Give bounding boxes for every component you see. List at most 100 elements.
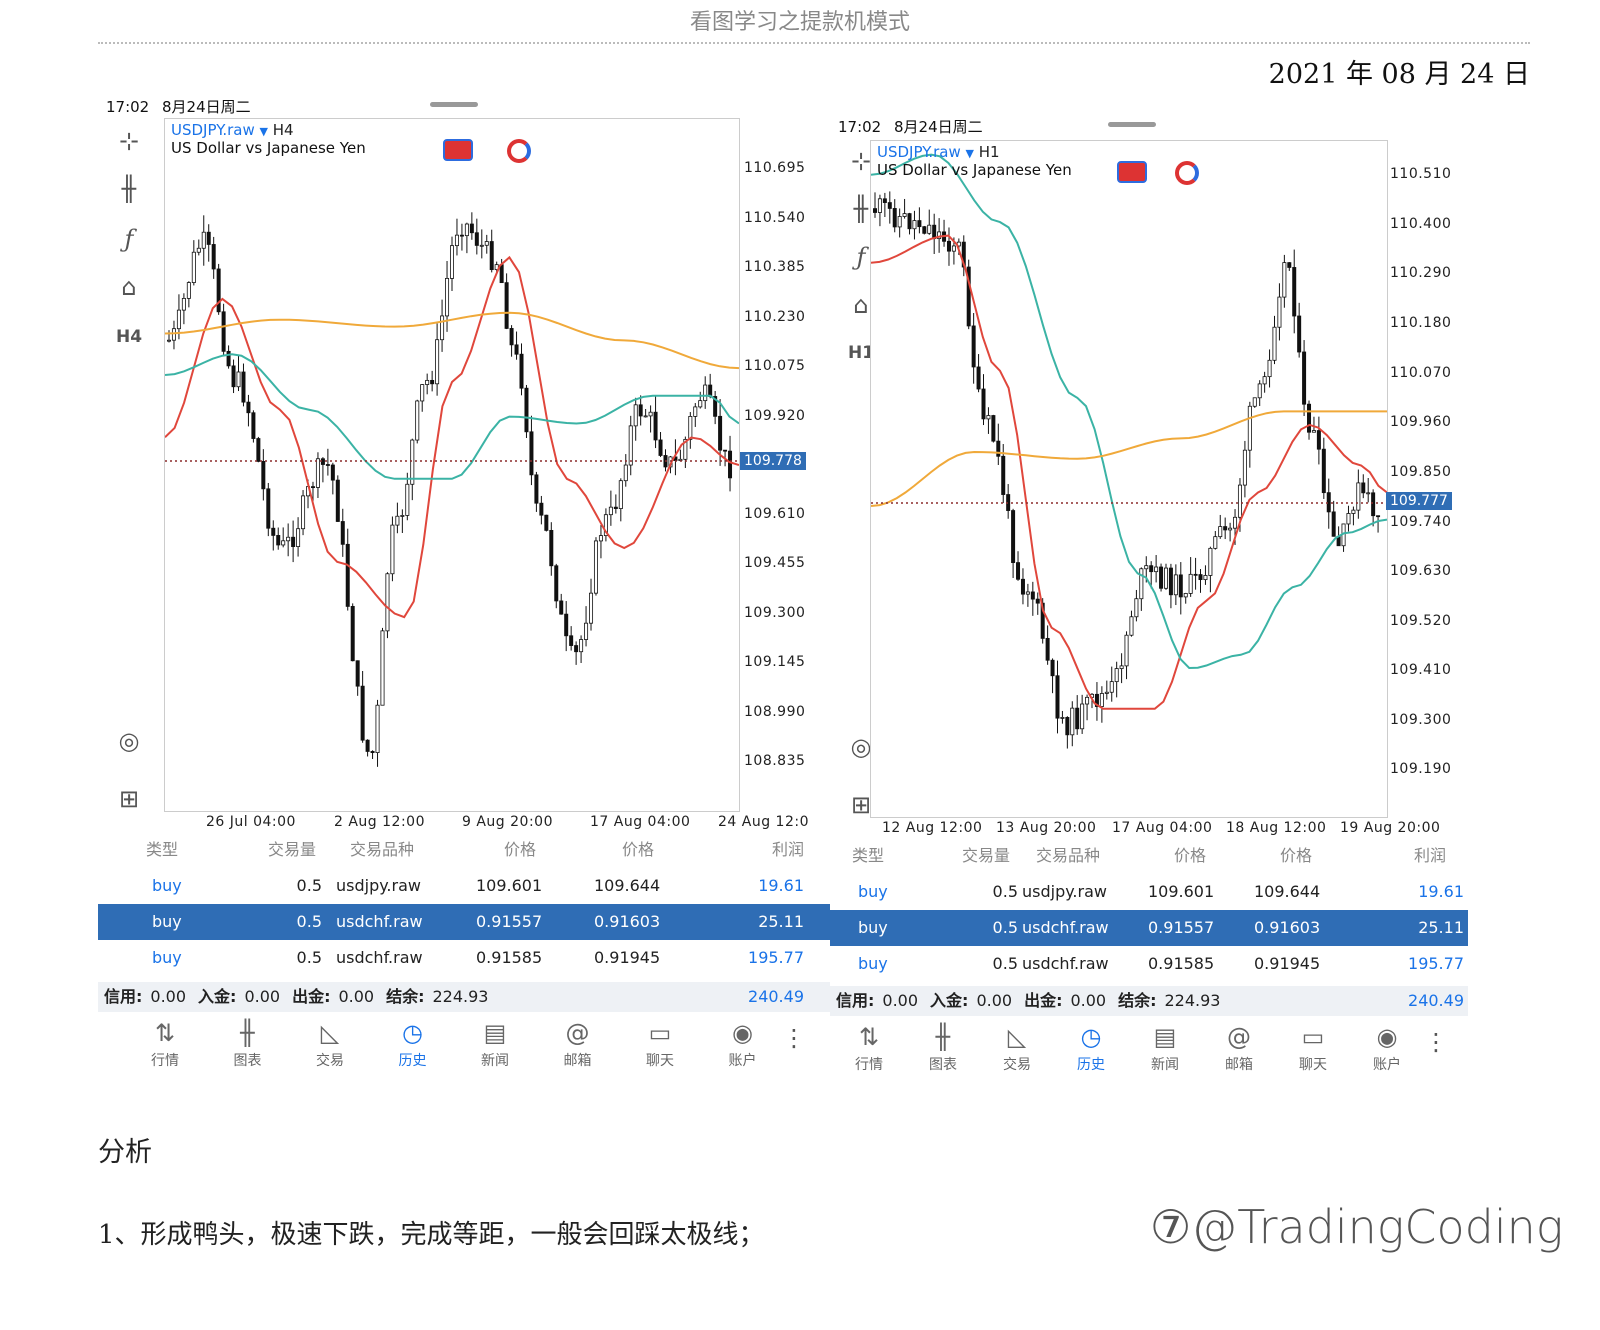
candle-body: [1203, 575, 1208, 581]
nav-trade[interactable]: ◺ 交易: [982, 1020, 1052, 1074]
cell-type: buy: [858, 918, 888, 937]
nav-history[interactable]: ◷ 历史: [378, 1016, 448, 1070]
symbol-dropdown-icon[interactable]: ▼: [259, 125, 268, 138]
price-tick: 110.695: [744, 160, 806, 176]
table-row[interactable]: buy 0.5 usdchf.raw 0.91585 0.91945 195.77: [98, 940, 830, 976]
sheet-grabber[interactable]: [1108, 122, 1156, 127]
candlestick-icon[interactable]: ╫: [121, 175, 137, 203]
column-header[interactable]: 交易品种: [350, 840, 415, 859]
market-status-icon[interactable]: [1175, 161, 1199, 185]
objects-icon[interactable]: ⌂: [853, 291, 869, 319]
more-icon[interactable]: ⋮: [782, 1024, 806, 1052]
chart-area[interactable]: USDJPY.raw ▼ H1 US Dollar vs Japanese Ye…: [870, 140, 1388, 818]
cell-open: 0.91585: [1148, 954, 1215, 973]
one-click-trading-icon[interactable]: [443, 139, 473, 161]
candle-body: [708, 384, 713, 397]
candle-body: [1262, 376, 1267, 385]
mail-icon: @: [1227, 1023, 1251, 1051]
nav-chart[interactable]: ╫ 图表: [908, 1020, 978, 1074]
candle-body: [266, 488, 271, 529]
nav-news[interactable]: ▤ 新闻: [460, 1016, 530, 1070]
time-tick: 12 Aug 12:00: [882, 820, 983, 836]
candle-body: [459, 234, 464, 237]
candle-body: [390, 524, 395, 575]
price-tick: 109.520: [1390, 613, 1452, 629]
table-row[interactable]: buy 0.5 usdjpy.raw 109.601 109.644 19.61: [98, 868, 830, 904]
candle-body: [221, 311, 226, 352]
column-header[interactable]: 交易量: [962, 846, 1011, 865]
nav-chat[interactable]: ▭ 聊天: [1278, 1020, 1348, 1074]
new-order-icon[interactable]: ⊞: [118, 785, 140, 813]
candle-body: [1361, 482, 1366, 494]
candle-body: [927, 224, 932, 234]
candlestick-icon[interactable]: ╫: [853, 195, 869, 223]
nav-quotes[interactable]: ⇅ 行情: [130, 1016, 200, 1070]
symbol-name[interactable]: USDJPY.raw: [171, 121, 255, 139]
column-header[interactable]: 价格: [1174, 846, 1207, 865]
candle-body: [1188, 573, 1193, 594]
timeframe-button[interactable]: H4: [115, 327, 143, 347]
crosshair-icon[interactable]: ⊹: [118, 127, 140, 155]
chart-icon: ╫: [240, 1019, 255, 1047]
candle-body: [937, 231, 942, 240]
nav-quotes[interactable]: ⇅ 行情: [834, 1020, 904, 1074]
candle-body: [1035, 598, 1040, 604]
signals-icon[interactable]: ◎: [850, 733, 872, 761]
nav-history[interactable]: ◷ 历史: [1056, 1020, 1126, 1074]
one-click-trading-icon[interactable]: [1117, 161, 1147, 183]
nav-mail[interactable]: @ 邮箱: [1204, 1020, 1274, 1074]
nav-trade[interactable]: ◺ 交易: [295, 1016, 365, 1070]
timeframe-button[interactable]: H1: [847, 343, 875, 363]
market-status-icon[interactable]: [507, 139, 531, 163]
symbol-description: US Dollar vs Japanese Yen: [877, 161, 1072, 179]
table-row[interactable]: buy 0.5 usdchf.raw 0.91557 0.91603 25.11: [830, 910, 1468, 946]
nav-news[interactable]: ▤ 新闻: [1130, 1020, 1200, 1074]
candle-body: [628, 425, 633, 466]
nav-account[interactable]: ◉ 账户: [708, 1016, 778, 1070]
new-order-icon[interactable]: ⊞: [850, 791, 872, 819]
nav-chart[interactable]: ╫ 图表: [213, 1016, 283, 1070]
mail-icon: @: [565, 1019, 590, 1047]
column-header[interactable]: 利润: [772, 840, 805, 859]
signals-icon[interactable]: ◎: [118, 727, 140, 755]
indicators-icon[interactable]: ƒ: [856, 243, 866, 271]
column-header[interactable]: 交易品种: [1036, 846, 1101, 865]
candle-body: [1050, 659, 1055, 677]
ma-fast-line: [165, 255, 739, 619]
objects-icon[interactable]: ⌂: [121, 273, 137, 301]
symbol-dropdown-icon[interactable]: ▼: [965, 147, 974, 160]
symbol-info: USDJPY.raw ▼ H1 US Dollar vs Japanese Ye…: [877, 143, 1072, 179]
candle-body: [688, 415, 693, 440]
sheet-grabber[interactable]: [430, 102, 478, 107]
column-header[interactable]: 价格: [1280, 846, 1313, 865]
account-summary: 信用: 0.00 入金: 0.00 出金: 0.00 结余: 224.93 240.49: [830, 986, 1468, 1016]
candle-body: [469, 223, 474, 234]
nav-mail[interactable]: @ 邮箱: [543, 1016, 613, 1070]
crosshair-icon[interactable]: ⊹: [850, 147, 872, 175]
symbol-description: US Dollar vs Japanese Yen: [171, 139, 366, 157]
table-row[interactable]: buy 0.5 usdchf.raw 0.91585 0.91945 195.77: [830, 946, 1468, 982]
more-icon[interactable]: ⋮: [1424, 1028, 1448, 1056]
column-header[interactable]: 价格: [622, 840, 655, 859]
table-row[interactable]: buy 0.5 usdjpy.raw 109.601 109.644 19.61: [830, 874, 1468, 910]
column-header[interactable]: 利润: [1414, 846, 1447, 865]
indicators-icon[interactable]: ƒ: [124, 225, 134, 253]
column-header[interactable]: 类型: [852, 846, 885, 865]
nav-chat[interactable]: ▭ 聊天: [625, 1016, 695, 1070]
table-row[interactable]: buy 0.5 usdchf.raw 0.91557 0.91603 25.11: [98, 904, 830, 940]
candle-body: [1040, 602, 1045, 639]
summary-deposit-label: 入金:: [198, 987, 237, 1006]
symbol-name[interactable]: USDJPY.raw: [877, 143, 961, 161]
chart-icon: ╫: [935, 1023, 951, 1051]
chart-area[interactable]: USDJPY.raw ▼ H4 US Dollar vs Japanese Ye…: [164, 118, 740, 812]
candle-body: [246, 401, 251, 414]
candle-body: [296, 528, 301, 547]
column-header[interactable]: 价格: [504, 840, 537, 859]
column-header[interactable]: 类型: [146, 840, 179, 859]
account-icon: ◉: [732, 1019, 753, 1047]
ma-fast-line: [871, 234, 1387, 710]
nav-account[interactable]: ◉ 账户: [1352, 1020, 1422, 1074]
candle-body: [1297, 315, 1302, 353]
column-header[interactable]: 交易量: [268, 840, 317, 859]
candle-body: [286, 536, 291, 542]
